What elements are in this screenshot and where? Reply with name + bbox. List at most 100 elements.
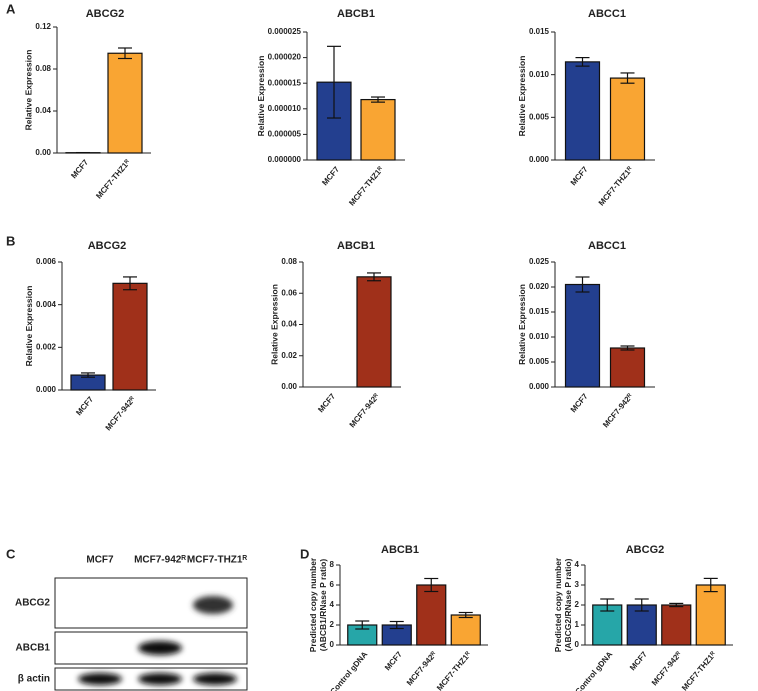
error-bar — [118, 47, 132, 60]
panel-label: B — [6, 233, 15, 248]
chart-title: ABCC1 — [588, 240, 626, 252]
error-bar — [600, 598, 615, 612]
x-tick-label: MCF7-942ᴿ — [650, 650, 684, 688]
y-tick-label: 0.08 — [35, 64, 51, 73]
y-axis-label: Relative Expression — [24, 50, 34, 131]
y-tick-label: 0.005 — [529, 112, 550, 121]
error-bar — [367, 272, 381, 282]
bar — [112, 282, 148, 391]
bar — [661, 604, 692, 646]
error-bar — [424, 577, 439, 593]
y-tick-label: 0.010 — [529, 332, 550, 341]
x-tick-label: MCF7-942ᴿ — [601, 392, 635, 430]
error-bar — [620, 345, 635, 351]
bar — [450, 614, 481, 646]
chart-title: ABCC1 — [588, 8, 626, 20]
x-tick-label: MCF7-942ᴿ — [348, 392, 382, 430]
y-tick-label: 0.000005 — [268, 130, 302, 139]
y-axis-label: (ABCB1/RNase P ratio) — [318, 559, 328, 652]
x-tick-label: MCF7 — [316, 391, 337, 414]
blot-frame — [54, 577, 248, 629]
y-axis-label: Relative Expression — [256, 56, 266, 137]
y-tick-label: 0.000015 — [268, 78, 302, 87]
x-tick-label: MCF7 — [569, 164, 590, 187]
y-tick-label: 0 — [575, 640, 580, 649]
y-axis-label: Relative Expression — [517, 56, 527, 137]
y-axis-label: Predicted copy number — [308, 557, 318, 652]
y-tick-label: 0.08 — [281, 257, 297, 266]
y-tick-label: 0.00 — [35, 148, 51, 157]
bar — [609, 77, 646, 161]
y-tick-label: 0.02 — [281, 351, 297, 360]
y-tick-label: 0.000 — [529, 382, 550, 391]
blot-band — [138, 673, 182, 685]
error-bar — [634, 598, 649, 612]
x-tick-label: Control gDNA — [574, 650, 615, 691]
y-tick-label: 0.000 — [36, 385, 57, 394]
bar — [626, 604, 657, 646]
y-tick-label: 0.006 — [36, 257, 57, 266]
bar — [695, 584, 726, 646]
error-bar — [669, 602, 684, 608]
y-tick-label: 0.00 — [281, 382, 297, 391]
x-tick-label: MCF7-942ᴿ — [405, 650, 439, 688]
x-tick-label: MCF7-942ᴿ — [104, 395, 138, 433]
y-tick-label: 6 — [330, 580, 335, 589]
panel-label: C — [6, 546, 16, 561]
y-tick-label: 4 — [330, 600, 335, 609]
bar — [107, 52, 143, 154]
error-bar — [703, 577, 718, 593]
y-tick-label: 0.015 — [529, 307, 550, 316]
x-tick-label: MCF7-THZ1ᴿ — [347, 165, 385, 208]
row-label: β actin — [18, 674, 50, 685]
x-tick-label: MCF7-THZ1ᴿ — [435, 650, 473, 691]
error-bar — [327, 45, 341, 119]
y-tick-label: 0 — [330, 640, 335, 649]
y-axis-label: Relative Expression — [517, 284, 527, 365]
y-tick-label: 8 — [330, 560, 335, 569]
bar — [609, 347, 646, 388]
blot-band — [138, 641, 182, 655]
y-tick-label: 0.004 — [36, 300, 57, 309]
x-tick-label: MCF7-THZ1ᴿ — [597, 165, 635, 208]
y-tick-label: 0.020 — [529, 282, 550, 291]
blot: MCF7 MCF7-942ᴿ MCF7-THZ1ᴿ ABCG2 ABCB1 β … — [15, 555, 248, 691]
error-bar — [123, 276, 137, 291]
x-tick-label: MCF7 — [628, 649, 649, 672]
chart-title: ABCB1 — [381, 544, 419, 556]
y-tick-label: 0.06 — [281, 288, 297, 297]
panel-label: A — [6, 1, 16, 16]
y-axis-label: Predicted copy number — [553, 557, 563, 652]
y-tick-label: 3 — [575, 580, 580, 589]
y-tick-label: 0.000010 — [268, 104, 302, 113]
x-tick-label: MCF7-THZ1ᴿ — [94, 158, 132, 201]
y-tick-label: 0.025 — [529, 257, 550, 266]
bar — [356, 276, 392, 388]
y-tick-label: 1 — [575, 620, 580, 629]
chart-title: ABCB1 — [337, 8, 375, 20]
y-tick-label: 0.000020 — [268, 53, 302, 62]
row-label: ABCG2 — [15, 598, 50, 609]
row-label: ABCB1 — [16, 643, 51, 654]
lane-label: MCF7-942ᴿ — [134, 555, 186, 566]
x-tick-label: MCF7 — [383, 649, 404, 672]
chart-title: ABCB1 — [337, 240, 375, 252]
x-tick-label: MCF7 — [74, 394, 95, 417]
y-axis-label: (ABCG2/RNase P ratio) — [563, 558, 573, 651]
y-tick-label: 0.015 — [529, 27, 550, 36]
panel-label: D — [300, 546, 309, 561]
error-bar — [458, 611, 473, 619]
lane-label: MCF7-THZ1ᴿ — [187, 555, 248, 566]
x-tick-label: MCF7 — [69, 157, 90, 180]
y-tick-label: 0.04 — [35, 106, 51, 115]
chart-title: ABCG2 — [86, 8, 125, 20]
bar — [564, 61, 601, 161]
y-tick-label: 2 — [575, 600, 580, 609]
error-bar — [575, 276, 590, 293]
y-tick-label: 0.005 — [529, 357, 550, 366]
error-bar — [371, 96, 385, 103]
x-tick-label: Control gDNA — [329, 650, 370, 691]
error-bar — [620, 72, 635, 84]
x-tick-label: MCF7 — [569, 391, 590, 414]
